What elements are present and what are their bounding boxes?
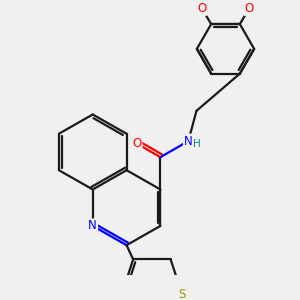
Text: S: S (178, 289, 186, 300)
Text: O: O (132, 137, 142, 150)
Text: N: N (184, 134, 193, 148)
Text: N: N (88, 219, 97, 232)
Text: O: O (197, 2, 206, 15)
Text: H: H (193, 139, 201, 148)
Text: O: O (244, 2, 254, 15)
